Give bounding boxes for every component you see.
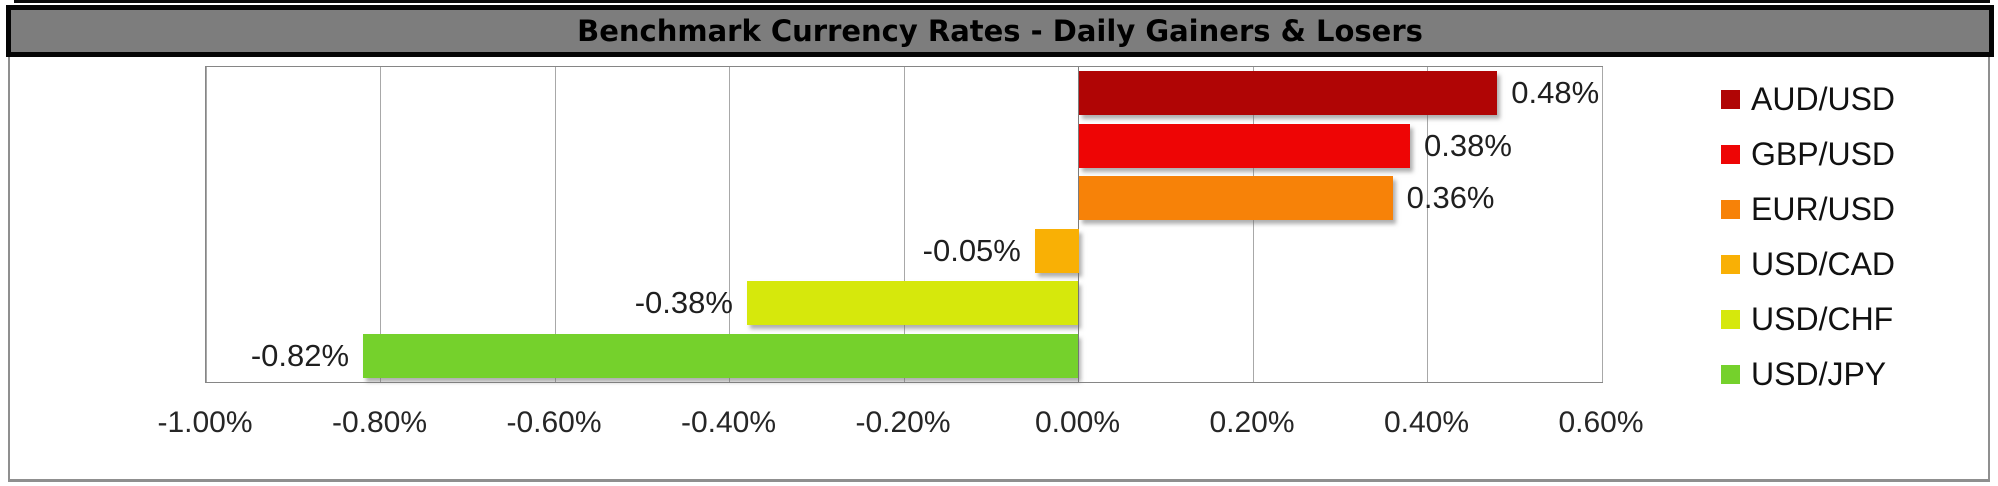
legend-item-aud-usd: AUD/USD <box>1721 72 1895 127</box>
legend-label: USD/JPY <box>1751 356 1887 392</box>
top-border-line <box>14 0 1990 3</box>
bar-value-label-usd-chf: -0.38% <box>634 285 733 320</box>
legend-item-usd-chf: USD/CHF <box>1721 292 1895 347</box>
x-tick-label: 0.60% <box>1558 406 1644 439</box>
x-tick-label: 0.00% <box>1034 406 1121 439</box>
bar-value-label-usd-cad: -0.05% <box>922 233 1021 268</box>
bar-usd-cad <box>1034 229 1079 273</box>
gridline <box>205 67 207 382</box>
bar-usd-chf <box>746 281 1079 325</box>
legend-item-gbp-usd: GBP/USD <box>1721 127 1895 182</box>
plot-area: 0.48% 0.38% 0.36% -0.05% -0.38% -0.82% <box>205 66 1603 383</box>
gridline <box>1601 67 1603 382</box>
chart-title-bar: Benchmark Currency Rates - Daily Gainers… <box>6 5 1994 57</box>
legend-item-eur-usd: EUR/USD <box>1721 182 1895 237</box>
legend-item-usd-cad: USD/CAD <box>1721 237 1895 292</box>
bar-value-label-gbp-usd: 0.38% <box>1424 128 1512 163</box>
legend-label: AUD/USD <box>1751 81 1896 117</box>
bar-value-label-usd-jpy: -0.82% <box>250 338 350 373</box>
gridline <box>554 67 556 382</box>
gridline <box>380 67 381 382</box>
bar-value-label-aud-usd: 0.48% <box>1511 75 1600 110</box>
legend-label: EUR/USD <box>1751 191 1896 227</box>
legend-swatch-icon <box>1721 310 1740 329</box>
legend-label: USD/CAD <box>1751 246 1896 282</box>
x-tick-label: 0.40% <box>1383 406 1470 439</box>
bar-eur-usd <box>1078 176 1393 220</box>
gridline <box>1252 67 1254 382</box>
bar-aud-usd <box>1078 71 1498 115</box>
x-tick-label: -0.80% <box>331 406 428 439</box>
legend-label: GBP/USD <box>1751 136 1896 172</box>
zero-axis-line <box>1078 67 1079 382</box>
legend-swatch-icon <box>1721 90 1740 109</box>
x-tick-label: -1.00% <box>157 406 253 439</box>
x-tick-label: -0.60% <box>506 406 602 439</box>
gridline <box>903 67 905 382</box>
legend-swatch-icon <box>1721 255 1740 274</box>
x-tick-label: 0.20% <box>1209 406 1295 439</box>
x-tick-label: -0.40% <box>680 406 777 439</box>
bar-gbp-usd <box>1078 124 1411 168</box>
bar-value-label-eur-usd: 0.36% <box>1406 180 1495 215</box>
legend-swatch-icon <box>1721 145 1740 164</box>
legend-item-usd-jpy: USD/JPY <box>1721 347 1895 402</box>
legend-label: USD/CHF <box>1751 301 1894 337</box>
bar-usd-jpy <box>363 334 1079 378</box>
gridline <box>1427 67 1428 382</box>
x-tick-label: -0.20% <box>855 406 951 439</box>
gridline <box>729 67 730 382</box>
legend: AUD/USD GBP/USD EUR/USD USD/CAD USD/CHF USD/J… <box>1721 72 1895 402</box>
chart-title: Benchmark Currency Rates - Daily Gainers… <box>577 14 1423 48</box>
legend-swatch-icon <box>1721 200 1740 219</box>
chart-frame <box>8 30 1990 482</box>
x-axis: -1.00% -0.80% -0.60% -0.40% -0.20% 0.00% 0.20%… <box>157 406 1643 446</box>
legend-swatch-icon <box>1721 365 1740 384</box>
